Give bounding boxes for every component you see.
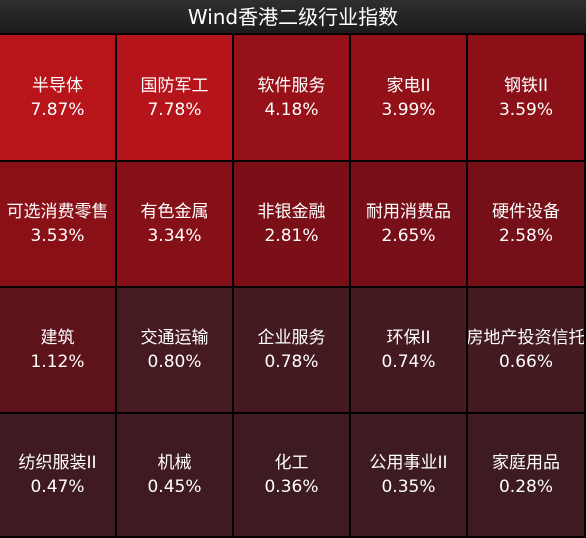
tile-discretionary-retail[interactable]: 可选消费零售 3.53% (0, 162, 117, 288)
tile-change: 3.53% (30, 226, 85, 246)
treemap-title: Wind香港二级行业指数 (0, 0, 586, 34)
tile-change: 7.78% (147, 99, 202, 120)
tile-name: 企业服务 (257, 328, 326, 348)
tile-name: 家电II (386, 75, 431, 96)
tile-change: 1.12% (30, 352, 85, 372)
tile-change: 2.81% (264, 226, 319, 246)
tile-environmental[interactable]: 环保II 0.74% (351, 288, 468, 414)
tile-household-products[interactable]: 家庭用品 0.28% (468, 414, 586, 538)
tile-change: 4.18% (264, 99, 319, 120)
tile-change: 0.45% (147, 477, 202, 497)
tile-name: 房地产投资信托 (468, 328, 586, 348)
tile-change: 0.36% (264, 477, 319, 497)
tile-textiles-apparel[interactable]: 纺织服装II 0.47% (0, 414, 117, 538)
tile-change: 0.28% (498, 477, 553, 497)
tile-change: 0.47% (30, 477, 85, 497)
tile-chemicals[interactable]: 化工 0.36% (234, 414, 351, 538)
tile-construction[interactable]: 建筑 1.12% (0, 288, 117, 414)
tile-machinery[interactable]: 机械 0.45% (117, 414, 234, 538)
tile-name: 软件服务 (257, 75, 326, 96)
tile-change: 3.34% (147, 226, 202, 246)
tile-durable-goods[interactable]: 耐用消费品 2.65% (351, 162, 468, 288)
tile-name: 可选消费零售 (6, 202, 109, 222)
tile-name: 纺织服装II (18, 453, 97, 473)
industry-treemap: 半导体 7.87% 国防军工 7.78% 软件服务 4.18% 家电II 3.9… (0, 35, 586, 538)
tile-change: 3.99% (381, 99, 436, 120)
tile-change: 3.59% (498, 99, 553, 120)
tile-semiconductor[interactable]: 半导体 7.87% (0, 35, 117, 162)
tile-reits[interactable]: 房地产投资信托 0.66% (468, 288, 586, 414)
tile-name: 非银金融 (257, 202, 326, 222)
tile-appliances[interactable]: 家电II 3.99% (351, 35, 468, 162)
tile-name: 化工 (274, 453, 309, 473)
tile-change: 2.65% (381, 226, 436, 246)
tile-name: 硬件设备 (492, 202, 560, 222)
tile-transportation[interactable]: 交通运输 0.80% (117, 288, 234, 414)
tile-change: 0.74% (381, 352, 436, 372)
tile-software[interactable]: 软件服务 4.18% (234, 35, 351, 162)
tile-name: 交通运输 (140, 328, 209, 348)
tile-name: 半导体 (32, 75, 83, 96)
tile-nonbank-finance[interactable]: 非银金融 2.81% (234, 162, 351, 288)
tile-nonferrous-metals[interactable]: 有色金属 3.34% (117, 162, 234, 288)
tile-name: 家庭用品 (492, 453, 560, 473)
tile-change: 7.87% (30, 99, 85, 120)
tile-name: 机械 (157, 453, 192, 473)
tile-name: 耐用消费品 (366, 202, 451, 222)
tile-defense[interactable]: 国防军工 7.78% (117, 35, 234, 162)
tile-change: 0.78% (264, 352, 319, 372)
tile-utilities[interactable]: 公用事业II 0.35% (351, 414, 468, 538)
tile-change: 0.35% (381, 477, 436, 497)
tile-name: 建筑 (40, 328, 75, 348)
tile-hardware[interactable]: 硬件设备 2.58% (468, 162, 586, 288)
tile-name: 国防军工 (140, 75, 209, 96)
tile-name: 有色金属 (140, 202, 209, 222)
tile-change: 2.58% (498, 226, 553, 246)
tile-name: 公用事业II (369, 453, 448, 473)
tile-name: 钢铁II (503, 75, 549, 96)
tile-change: 0.80% (147, 352, 202, 372)
tile-change: 0.66% (498, 352, 553, 372)
tile-business-services[interactable]: 企业服务 0.78% (234, 288, 351, 414)
tile-name: 环保II (386, 328, 431, 348)
tile-steel[interactable]: 钢铁II 3.59% (468, 35, 586, 162)
